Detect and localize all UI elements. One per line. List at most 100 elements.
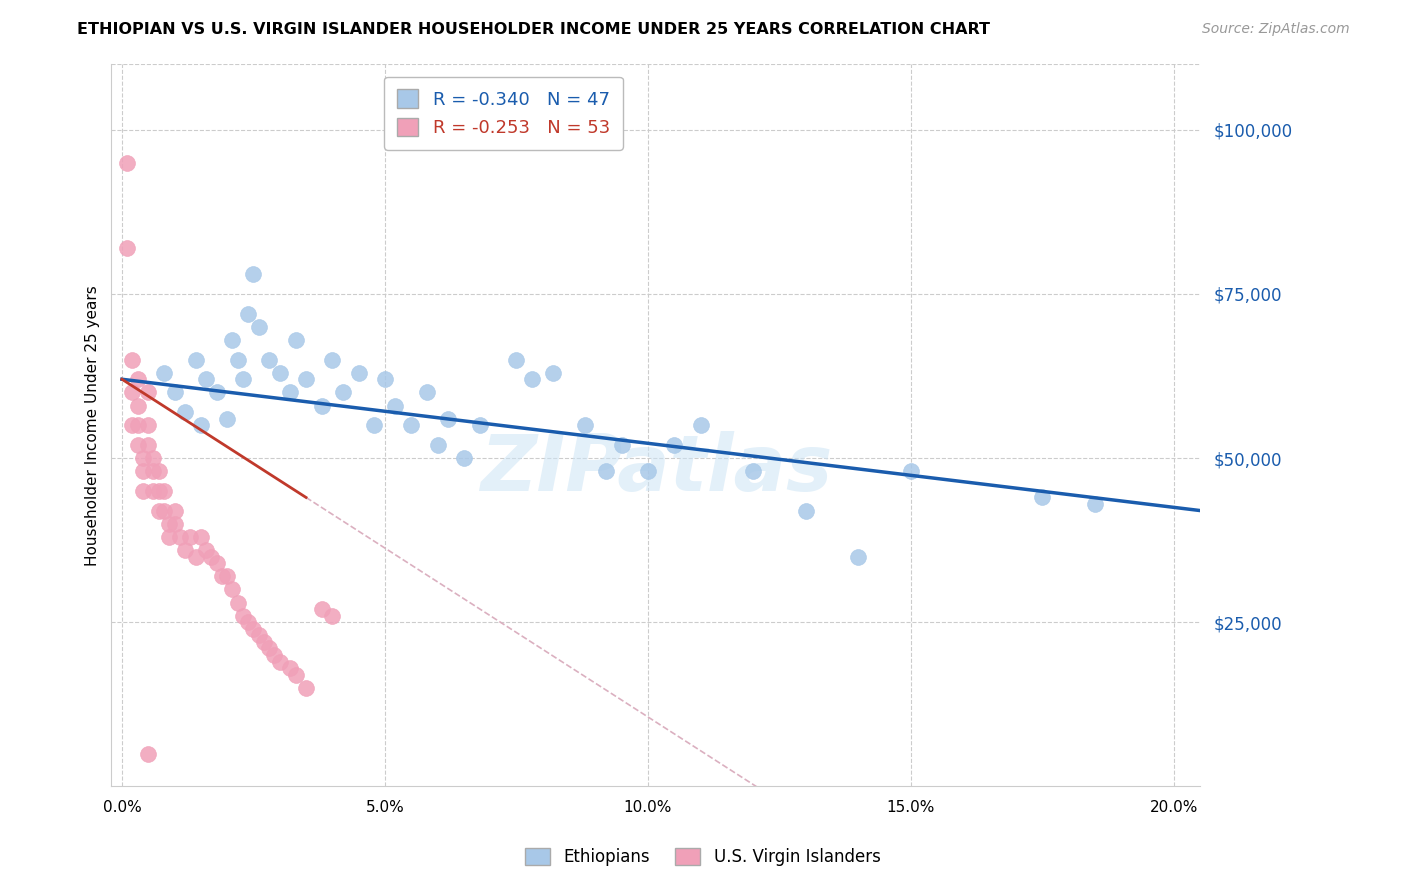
Point — [384, 399, 406, 413]
Point — [257, 352, 280, 367]
Point — [153, 503, 176, 517]
Point — [157, 530, 180, 544]
Point — [278, 385, 301, 400]
Point — [595, 464, 617, 478]
Point — [543, 366, 565, 380]
Point — [505, 352, 527, 367]
Point — [115, 241, 138, 255]
Point — [221, 582, 243, 597]
Point — [257, 641, 280, 656]
Point — [200, 549, 222, 564]
Point — [232, 608, 254, 623]
Point — [127, 418, 149, 433]
Text: Source: ZipAtlas.com: Source: ZipAtlas.com — [1202, 22, 1350, 37]
Point — [163, 516, 186, 531]
Point — [195, 372, 218, 386]
Point — [132, 464, 155, 478]
Point — [221, 333, 243, 347]
Point — [148, 464, 170, 478]
Point — [278, 661, 301, 675]
Point — [242, 622, 264, 636]
Point — [184, 352, 207, 367]
Point — [142, 451, 165, 466]
Point — [637, 464, 659, 478]
Point — [426, 438, 449, 452]
Point — [174, 543, 197, 558]
Point — [238, 307, 260, 321]
Point — [163, 385, 186, 400]
Point — [127, 372, 149, 386]
Point — [574, 418, 596, 433]
Point — [247, 319, 270, 334]
Text: ETHIOPIAN VS U.S. VIRGIN ISLANDER HOUSEHOLDER INCOME UNDER 25 YEARS CORRELATION : ETHIOPIAN VS U.S. VIRGIN ISLANDER HOUSEH… — [77, 22, 990, 37]
Point — [121, 385, 143, 400]
Point — [211, 569, 233, 583]
Point — [1031, 491, 1053, 505]
Point — [238, 615, 260, 630]
Point — [363, 418, 385, 433]
Point — [311, 399, 333, 413]
Point — [184, 549, 207, 564]
Point — [136, 747, 159, 761]
Point — [295, 681, 318, 695]
Point — [522, 372, 544, 386]
Point — [399, 418, 422, 433]
Point — [284, 667, 307, 681]
Point — [794, 503, 817, 517]
Point — [242, 267, 264, 281]
Point — [148, 503, 170, 517]
Point — [226, 595, 249, 609]
Point — [217, 569, 239, 583]
Point — [205, 385, 228, 400]
Point — [295, 372, 318, 386]
Point — [332, 385, 354, 400]
Point — [284, 333, 307, 347]
Point — [179, 530, 201, 544]
Text: ZIPatlas: ZIPatlas — [479, 431, 832, 507]
Point — [247, 628, 270, 642]
Point — [437, 411, 460, 425]
Point — [132, 483, 155, 498]
Point — [132, 451, 155, 466]
Point — [153, 483, 176, 498]
Point — [136, 385, 159, 400]
Point — [453, 451, 475, 466]
Point — [689, 418, 711, 433]
Point — [900, 464, 922, 478]
Point — [321, 352, 343, 367]
Point — [127, 399, 149, 413]
Point — [153, 366, 176, 380]
Point — [169, 530, 191, 544]
Legend: R = -0.340   N = 47, R = -0.253   N = 53: R = -0.340 N = 47, R = -0.253 N = 53 — [384, 77, 623, 150]
Point — [416, 385, 439, 400]
Point — [347, 366, 370, 380]
Point — [142, 483, 165, 498]
Point — [136, 438, 159, 452]
Point — [263, 648, 285, 662]
Point — [321, 608, 343, 623]
Point — [205, 556, 228, 570]
Point — [163, 503, 186, 517]
Point — [269, 366, 291, 380]
Point — [127, 438, 149, 452]
Point — [195, 543, 218, 558]
Point — [226, 352, 249, 367]
Y-axis label: Householder Income Under 25 years: Householder Income Under 25 years — [86, 285, 100, 566]
Point — [468, 418, 491, 433]
Point — [157, 516, 180, 531]
Point — [374, 372, 396, 386]
Point — [846, 549, 869, 564]
Point — [115, 155, 138, 169]
Point — [190, 418, 212, 433]
Point — [269, 655, 291, 669]
Point — [217, 411, 239, 425]
Point — [232, 372, 254, 386]
Point — [174, 405, 197, 419]
Point — [121, 352, 143, 367]
Point — [664, 438, 686, 452]
Point — [253, 635, 276, 649]
Point — [742, 464, 765, 478]
Point — [311, 602, 333, 616]
Point — [610, 438, 633, 452]
Point — [142, 464, 165, 478]
